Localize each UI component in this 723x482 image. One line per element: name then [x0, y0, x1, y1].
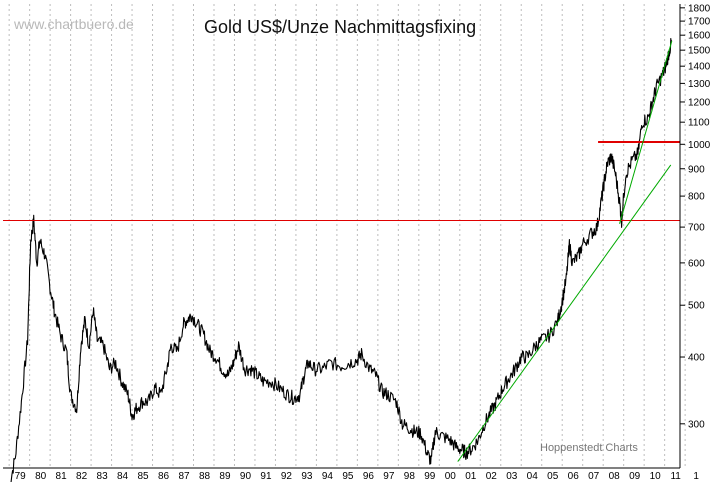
x-tick-label: 90 [240, 471, 252, 482]
y-tick-label: 900 [688, 164, 705, 175]
x-tick-label: 89 [219, 471, 231, 482]
x-tick-label: 88 [199, 471, 211, 482]
support-trendline-short [619, 40, 673, 224]
x-tick-label: 02 [486, 471, 498, 482]
x-tick-label: 92 [281, 471, 293, 482]
y-tick-label: 1800 [688, 3, 711, 14]
y-tick-label: 1000 [688, 140, 711, 151]
x-tick-label: 09 [629, 471, 641, 482]
x-tick-label: 05 [547, 471, 559, 482]
y-axis-ticks: 1800 1700 1600 1500 1400 1300 1200 1100 1000 900 8… [680, 3, 711, 430]
y-tick-label: 800 [688, 192, 705, 203]
grid-lines [8, 4, 686, 468]
x-tick-label: 1 [693, 471, 699, 482]
y-tick-label: 1700 [688, 17, 711, 28]
y-tick-label: 300 [688, 419, 705, 430]
chart-credit: Hoppenstedt Charts [540, 442, 638, 454]
x-tick-label: 94 [322, 471, 334, 482]
y-tick-label: 400 [688, 353, 705, 364]
y-tick-label: 700 [688, 223, 705, 234]
x-tick-label: 85 [137, 471, 149, 482]
y-tick-label: 600 [688, 258, 705, 269]
y-tick-label: 1500 [688, 46, 711, 57]
x-tick-label: 04 [527, 471, 539, 482]
x-axis-ticks: 79 80 81 82 83 84 85 86 87 88 89 90 91 92 93 94 95 96 97 98… [15, 471, 700, 482]
x-tick-label: 81 [56, 471, 68, 482]
x-tick-label: 95 [342, 471, 354, 482]
y-tick-label: 1300 [688, 79, 711, 90]
x-tick-label: 93 [301, 471, 313, 482]
y-tick-label: 500 [688, 301, 705, 312]
x-tick-label: 87 [178, 471, 190, 482]
axes [3, 4, 681, 469]
x-tick-label: 84 [117, 471, 129, 482]
x-tick-label: 91 [260, 471, 272, 482]
x-tick-label: 82 [76, 471, 88, 482]
x-tick-label: 08 [609, 471, 621, 482]
x-tick-label: 06 [568, 471, 580, 482]
y-tick-label: 1400 [688, 62, 711, 73]
x-tick-label: 99 [424, 471, 436, 482]
x-tick-label: 96 [363, 471, 375, 482]
watermark: www.chartbuero.de [14, 16, 134, 32]
y-tick-label: 1100 [688, 118, 710, 129]
x-tick-label: 00 [445, 471, 457, 482]
x-tick-label: 07 [588, 471, 600, 482]
x-tick-label: 03 [506, 471, 518, 482]
x-tick-label: 98 [404, 471, 416, 482]
y-tick-label: 1200 [688, 97, 711, 108]
x-tick-label: 79 [15, 471, 27, 482]
reference-lines [3, 40, 680, 462]
x-tick-label: 80 [35, 471, 47, 482]
x-tick-label: 01 [465, 471, 477, 482]
price-series [10, 37, 673, 482]
x-tick-label: 86 [158, 471, 170, 482]
x-tick-label: 10 [650, 471, 662, 482]
x-tick-label: 83 [97, 471, 109, 482]
price-line [10, 37, 673, 482]
chart-title: Gold US$/Unze Nachmittagsfixing [204, 17, 477, 37]
y-tick-label: 1600 [688, 31, 711, 42]
support-trendline-long [457, 164, 672, 462]
x-tick-label: 97 [383, 471, 395, 482]
x-tick-label: 11 [670, 471, 681, 482]
